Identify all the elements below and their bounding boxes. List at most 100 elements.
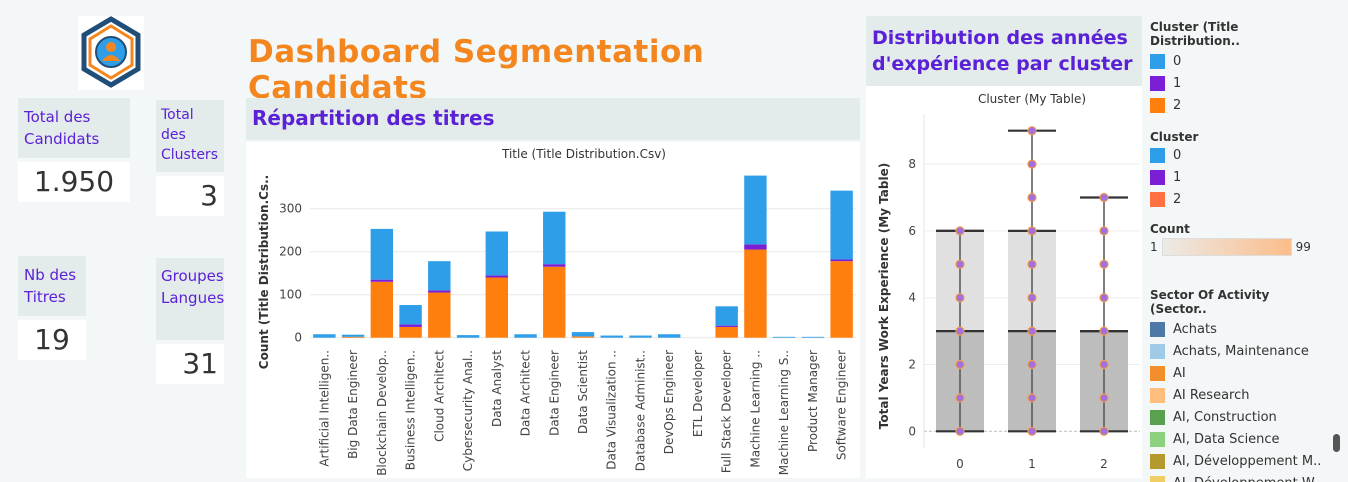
legend-sector-item[interactable]: AI	[1150, 362, 1330, 384]
bar-segment[interactable]	[313, 334, 336, 338]
box-point[interactable]	[1027, 293, 1037, 303]
bar-segment[interactable]	[629, 335, 652, 338]
bar-segment[interactable]	[772, 336, 796, 338]
bar-segment[interactable]	[341, 334, 365, 337]
bar-segment[interactable]	[571, 336, 595, 338]
bar-segment[interactable]	[370, 279, 394, 282]
box-point[interactable]	[955, 359, 965, 370]
box-point[interactable]	[1099, 426, 1109, 436]
box-point[interactable]	[1099, 226, 1109, 236]
bar-segment[interactable]	[341, 336, 365, 338]
box-point[interactable]	[955, 259, 965, 269]
bar-segment[interactable]	[485, 275, 508, 278]
box-point[interactable]	[1027, 226, 1037, 236]
bar-segment[interactable]	[600, 335, 623, 338]
bar-segment[interactable]	[715, 306, 738, 326]
legend-cluster-title-dist-item[interactable]: 1	[1150, 72, 1330, 94]
bar-segment[interactable]	[715, 326, 738, 338]
box-point[interactable]	[1099, 359, 1109, 370]
bar-segment[interactable]	[658, 334, 681, 338]
bar-segment[interactable]	[370, 228, 394, 280]
box-point[interactable]	[955, 293, 965, 303]
box-point[interactable]	[1027, 359, 1037, 370]
legend-cluster-item[interactable]: 0	[1150, 144, 1330, 166]
box-point[interactable]	[1099, 293, 1109, 303]
bar-segment[interactable]	[543, 264, 566, 267]
bar-segment[interactable]	[485, 277, 508, 338]
legend-sector-item[interactable]: Achats, Maintenance	[1150, 340, 1330, 362]
bar-ytick-label: 100	[279, 288, 302, 302]
box-point[interactable]	[1027, 192, 1037, 203]
legend-sector-swatch	[1150, 431, 1165, 447]
bar-segment[interactable]	[715, 325, 738, 327]
legend-sector-label: AI, Construction	[1173, 409, 1277, 425]
bar-segment[interactable]	[830, 261, 853, 338]
box-chart-area: Cluster (My Table) Total Years Work Expe…	[866, 86, 1142, 478]
box-point[interactable]	[1099, 393, 1109, 403]
legend-cluster-title-dist-item[interactable]: 0	[1150, 50, 1330, 72]
legend-sector-swatch	[1150, 475, 1165, 482]
legend-cluster-title-dist-item[interactable]: 2	[1150, 94, 1330, 116]
bar-segment[interactable]	[571, 332, 595, 337]
box-point[interactable]	[955, 426, 965, 436]
box-point[interactable]	[1027, 426, 1037, 436]
bar-segment[interactable]	[428, 261, 451, 291]
box-point[interactable]	[955, 326, 965, 336]
box-point[interactable]	[1099, 192, 1109, 203]
bar-segment[interactable]	[399, 324, 422, 327]
legend-sector-item[interactable]: AI, Construction	[1150, 406, 1330, 428]
bar-chart-ylabel: Count (Title Distribution.Cs..	[257, 175, 271, 369]
legend-sector-item[interactable]: AI, Développement M..	[1150, 450, 1330, 472]
legend-sector-label: Achats, Maintenance	[1173, 343, 1309, 359]
bar-segment[interactable]	[399, 305, 422, 325]
box-point[interactable]	[1027, 159, 1037, 169]
box-point[interactable]	[1027, 393, 1037, 403]
bar-xtick-label: Cybersecurity Anal..	[461, 350, 475, 471]
legend-cluster-item[interactable]: 1	[1150, 166, 1330, 188]
bar-chart-title: Title (Title Distribution.Csv)	[501, 147, 666, 161]
bar-xtick-label: Product Manager	[806, 350, 820, 452]
bar-ytick-label: 200	[279, 245, 302, 259]
box-point[interactable]	[1027, 126, 1037, 136]
bar-xtick-label: Machine Learning ..	[748, 350, 762, 468]
legend-scrollbar-thumb[interactable]	[1333, 434, 1340, 452]
kpi-nb-titres-value: 19	[18, 320, 86, 360]
legend-sector-item[interactable]: AI Research	[1150, 384, 1330, 406]
bar-xtick-label: Data Engineer	[547, 350, 561, 436]
legend-count-gradient	[1161, 238, 1292, 256]
legend-sector-item[interactable]: AI, Développement W..	[1150, 472, 1330, 482]
box-point[interactable]	[1099, 259, 1109, 269]
legend-sector-label: Achats	[1173, 321, 1217, 337]
kpi-total-clusters-label: Total des Clusters	[156, 100, 224, 172]
bar-segment[interactable]	[456, 335, 480, 338]
legend-sector-item[interactable]: AI, Data Science	[1150, 428, 1330, 450]
bar-segment[interactable]	[744, 244, 767, 250]
bar-segment[interactable]	[744, 249, 767, 338]
bar-segment[interactable]	[428, 290, 451, 293]
bar-segment[interactable]	[485, 231, 508, 276]
box-point[interactable]	[955, 393, 965, 403]
legend-count-title: Count	[1150, 222, 1190, 236]
legend-sector-item[interactable]: Achats	[1150, 318, 1330, 340]
bar-segment[interactable]	[514, 334, 537, 338]
bar-segment[interactable]	[543, 266, 566, 338]
legend-cluster-swatch	[1150, 191, 1165, 207]
box-point[interactable]	[955, 226, 965, 236]
legend-cluster-title: Cluster	[1150, 130, 1199, 144]
box-chart: Cluster (My Table) Total Years Work Expe…	[877, 92, 1140, 471]
box-xtick-label: 0	[956, 457, 964, 471]
bar-segment[interactable]	[428, 292, 451, 338]
legend-sector-title: Sector Of Activity (Sector..	[1150, 288, 1270, 316]
bar-segment[interactable]	[744, 175, 767, 245]
box-point[interactable]	[1027, 259, 1037, 269]
legend-cluster-item[interactable]: 2	[1150, 188, 1330, 210]
bar-segment[interactable]	[830, 190, 853, 260]
bar-segment[interactable]	[399, 326, 422, 338]
bar-segment[interactable]	[370, 281, 394, 338]
legend-cluster-title-dist-label: 2	[1173, 97, 1182, 113]
box-point[interactable]	[1027, 326, 1037, 336]
bar-segment[interactable]	[543, 211, 566, 265]
bar-segment[interactable]	[801, 336, 825, 338]
box-point[interactable]	[1099, 326, 1109, 336]
bar-segment[interactable]	[830, 259, 853, 262]
